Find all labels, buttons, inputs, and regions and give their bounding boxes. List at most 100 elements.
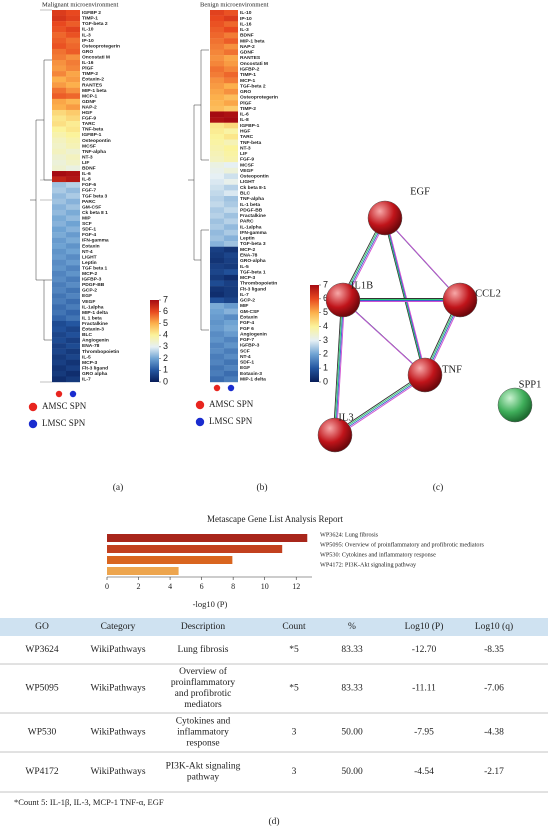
row-label: MCP-1 <box>82 93 97 99</box>
heatmap-cell <box>66 243 80 249</box>
table-cell: PI3K-Akt signaling <box>166 762 241 772</box>
row-label: GCP-2 <box>240 298 255 304</box>
heatmap-cell <box>210 43 224 50</box>
heatmap-cell <box>224 331 238 338</box>
heatmap-cell <box>224 286 238 293</box>
bar <box>107 545 283 553</box>
colorbar <box>150 300 159 382</box>
heatmap-cell <box>210 207 224 214</box>
heatmap-cell <box>52 71 66 77</box>
heatmap-cell <box>224 342 238 349</box>
row-label: MIP-1 beta <box>82 88 107 94</box>
heatmap-cell <box>224 314 238 321</box>
heatmap-cell <box>66 193 80 199</box>
network-edge <box>335 300 344 436</box>
network-node <box>367 200 403 236</box>
heatmap-cell <box>224 167 238 174</box>
heatmap-cell <box>210 370 224 377</box>
heatmap-cell <box>66 43 80 50</box>
row-label: IL-7 <box>82 377 91 383</box>
heatmap-cell <box>52 348 66 355</box>
heatmap-cell <box>210 162 224 169</box>
row-label: MIF <box>240 303 248 309</box>
chart-title: Metascape Gene List Analysis Report <box>207 514 343 524</box>
heatmap-cell <box>66 87 80 94</box>
row-label: IL-1alpha <box>240 224 262 230</box>
row-label: IFN-gamma <box>82 238 109 244</box>
row-label: Osteoprotegerin <box>240 95 278 101</box>
heatmap-cell <box>224 218 238 225</box>
colorbar-tick-label: 4 <box>323 321 328 331</box>
row-label: IGFBP-1 <box>240 123 260 129</box>
heatmap-cell <box>224 139 238 146</box>
network-edge <box>336 376 427 437</box>
heatmap-cell <box>210 331 224 338</box>
heatmap-cell <box>224 235 238 242</box>
colorbar-tick-label: 0 <box>323 376 328 386</box>
heatmap-cell <box>52 270 66 277</box>
column-marker <box>55 390 63 398</box>
heatmap-cell <box>66 337 80 344</box>
heatmap-cell <box>52 232 66 238</box>
table-cell: 50.00 <box>341 767 363 777</box>
heatmap-cell <box>210 263 224 270</box>
heatmap-cell <box>210 342 224 349</box>
heatmap-cell <box>66 332 80 338</box>
heatmap-cell <box>52 165 66 172</box>
heatmap-cell <box>210 286 224 293</box>
heatmap-cell <box>224 83 238 90</box>
row-label: EGF <box>82 293 92 299</box>
heatmap-cell <box>224 55 238 61</box>
row-label: NT-3 <box>240 145 251 151</box>
heatmap-cell <box>210 258 224 264</box>
heatmap-cell <box>210 291 224 298</box>
node-label: CCL2 <box>475 288 501 299</box>
heatmap-cell <box>210 179 224 185</box>
legend-label: AMSC SPN <box>42 401 87 411</box>
heatmap-cell <box>52 370 66 377</box>
colorbar-tick-label: 7 <box>163 294 168 304</box>
heatmap-cell <box>52 48 66 55</box>
heatmap-cell <box>52 15 66 22</box>
heatmap-cell <box>210 320 224 326</box>
heatmap-cell <box>66 171 80 177</box>
table-cell: -2.17 <box>484 767 504 777</box>
heatmap-cell <box>66 10 80 16</box>
heatmap-cell <box>224 145 238 152</box>
heatmap-cell <box>52 176 66 183</box>
heatmap-cell <box>52 193 66 199</box>
heatmap-cell <box>52 304 66 311</box>
table-cell: WikiPathways <box>90 684 145 694</box>
heatmap-cell <box>66 282 80 288</box>
heatmap-cell <box>224 156 238 163</box>
legend-label: WP5095: Overview of proinflammatory and … <box>320 541 485 548</box>
row-label: MCSF <box>82 143 96 149</box>
heatmap-cell <box>52 98 66 105</box>
panel-label: (a) <box>113 482 124 493</box>
heatmap-cell <box>66 98 80 105</box>
colorbar-tick-label: 2 <box>323 349 328 359</box>
heatmap-cell <box>224 128 238 135</box>
network-edge <box>384 217 425 375</box>
heatmap-cell <box>224 320 238 326</box>
heatmap-cell <box>210 94 224 101</box>
row-label: TGF-beta 1 <box>240 269 266 275</box>
network-node <box>497 387 533 423</box>
heatmap-cell <box>52 37 66 44</box>
row-label: GCP-2 <box>82 288 97 294</box>
heatmap-cell <box>66 315 80 322</box>
heatmap-cell <box>210 139 224 146</box>
legend-label: WP4172: PI3K-Akt signaling pathway <box>320 561 417 568</box>
row-label: TNF-alpha <box>240 196 264 202</box>
panel-label: (b) <box>256 482 267 493</box>
heatmap-cell <box>224 303 238 309</box>
heatmap-cell <box>224 117 238 123</box>
heatmap-cell <box>52 220 66 227</box>
heatmap-cell <box>224 258 238 264</box>
heatmap-cell <box>52 21 66 27</box>
heatmap-cell <box>224 111 238 118</box>
heatmap-cell <box>66 59 80 66</box>
x-tick-label: 2 <box>137 582 141 591</box>
heatmap-cell <box>210 314 224 321</box>
heatmap-cell <box>52 93 66 100</box>
